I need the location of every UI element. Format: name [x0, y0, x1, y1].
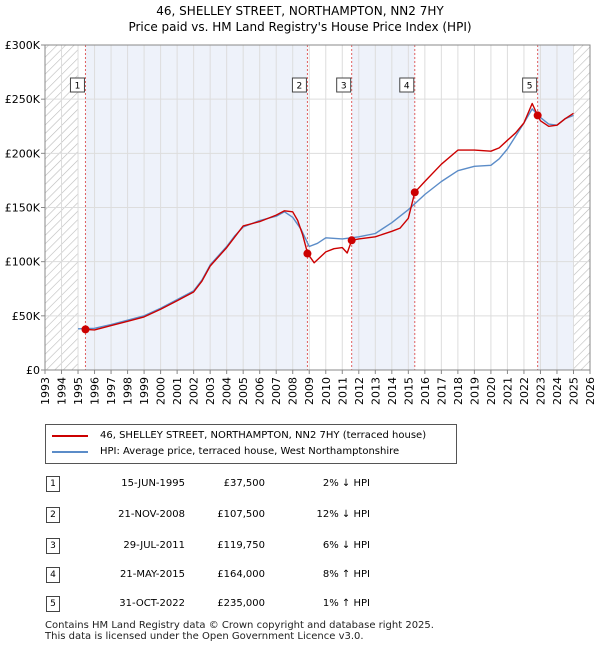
x-tick-label: 1996: [89, 377, 102, 405]
y-tick-label: £300K: [5, 39, 41, 52]
x-tick-label: 2001: [171, 377, 184, 405]
sale-label-box: [291, 77, 307, 93]
x-tick-label: 1995: [72, 377, 85, 405]
sale-price: £164,000: [217, 569, 265, 580]
sale-label-text: 4: [404, 82, 410, 92]
x-tick-label: 2021: [501, 377, 514, 405]
sale-label-text: 5: [527, 82, 533, 92]
x-tick-label: 1997: [105, 377, 118, 405]
sale-date: 29-JUL-2011: [123, 540, 185, 551]
sale-hpi-diff: 1% ↑ HPI: [322, 598, 370, 609]
x-tick-label: 1998: [122, 377, 135, 405]
sale-point: [81, 325, 90, 334]
y-tick-label: £0: [26, 364, 40, 377]
chart-subtitle: Price paid vs. HM Land Registry's House …: [128, 20, 472, 34]
sale-number: 2: [46, 507, 60, 523]
x-tick-label: 2019: [468, 377, 481, 405]
sale-point: [533, 111, 542, 120]
x-tick-label: 2018: [452, 377, 465, 405]
sale-date: 21-MAY-2015: [119, 569, 185, 580]
x-tick-label: 2020: [485, 377, 498, 405]
x-tick-label: 2025: [567, 377, 580, 405]
sale-point: [410, 188, 419, 197]
sale-price: £235,000: [217, 598, 265, 609]
y-tick-label: £250K: [5, 93, 41, 106]
sale-label-box: [522, 77, 538, 93]
x-tick-label: 2023: [534, 377, 547, 405]
sale-date: 31-OCT-2022: [119, 598, 185, 609]
table-row: 3 29-JUL-2011 £119,750 6% ↓ HPI: [0, 538, 600, 554]
sale-hpi-diff: 6% ↓ HPI: [322, 540, 370, 551]
chart-legend: 46, SHELLEY STREET, NORTHAMPTON, NN2 7HY…: [45, 424, 457, 464]
x-tick-label: 1999: [138, 377, 151, 405]
y-tick-label: £150K: [5, 202, 41, 215]
x-tick-label: 2017: [435, 377, 448, 405]
sale-price: £119,750: [217, 540, 265, 551]
sale-date: 21-NOV-2008: [118, 509, 185, 520]
chart-title: 46, SHELLEY STREET, NORTHAMPTON, NN2 7HY: [156, 4, 444, 18]
legend-item-hpi: HPI: Average price, terraced house, West…: [52, 445, 452, 459]
sale-point: [347, 236, 356, 245]
sale-number: 4: [46, 567, 60, 583]
x-tick-label: 2024: [551, 377, 564, 405]
sale-label-box: [69, 77, 85, 93]
x-tick-label: 2006: [254, 377, 267, 405]
x-tick-label: 2003: [204, 377, 217, 405]
chart-title-block: 46, SHELLEY STREET, NORTHAMPTON, NN2 7HY…: [0, 3, 600, 35]
table-row: 1 15-JUN-1995 £37,500 2% ↓ HPI: [0, 476, 600, 492]
x-tick-label: 2010: [320, 377, 333, 405]
x-tick-label: 2013: [369, 377, 382, 405]
x-tick-label: 2012: [353, 377, 366, 405]
x-tick-label: 1993: [39, 377, 52, 405]
legend-label-hpi: HPI: Average price, terraced house, West…: [100, 446, 400, 457]
x-tick-label: 2014: [386, 377, 399, 405]
x-tick-label: 2007: [270, 377, 283, 405]
x-tick-label: 2000: [155, 377, 168, 405]
x-tick-label: 2002: [188, 377, 201, 405]
sale-number: 3: [46, 538, 60, 554]
sale-label-text: 2: [297, 82, 303, 92]
footer-line-copyright: Contains HM Land Registry data © Crown c…: [45, 620, 434, 631]
sale-hpi-diff: 2% ↓ HPI: [322, 478, 370, 489]
legend-swatch-hpi: [52, 451, 88, 453]
footer-line-licence: This data is licensed under the Open Gov…: [45, 631, 364, 642]
sale-date: 15-JUN-1995: [121, 478, 185, 489]
series-line-property: [85, 102, 574, 331]
y-tick-label: £100K: [5, 256, 41, 269]
sale-label-box: [336, 77, 352, 93]
legend-label-property: 46, SHELLEY STREET, NORTHAMPTON, NN2 7HY…: [100, 430, 427, 441]
sale-price: £107,500: [217, 509, 265, 520]
sale-number: 5: [46, 596, 60, 612]
sale-price: £37,500: [223, 478, 265, 489]
x-tick-label: 2011: [336, 377, 349, 405]
x-tick-label: 2009: [303, 377, 316, 405]
sale-number: 1: [46, 476, 60, 492]
x-tick-label: 2005: [237, 377, 250, 405]
table-row: 5 31-OCT-2022 £235,000 1% ↑ HPI: [0, 596, 600, 612]
x-tick-label: 2016: [419, 377, 432, 405]
sale-label-text: 1: [75, 82, 81, 92]
sale-hpi-diff: 12% ↓ HPI: [316, 509, 370, 520]
legend-item-property: 46, SHELLEY STREET, NORTHAMPTON, NN2 7HY…: [52, 429, 452, 443]
footer-attribution: Contains HM Land Registry data © Crown c…: [45, 620, 434, 642]
y-tick-label: £200K: [5, 147, 41, 160]
series-line-hpi: [77, 108, 574, 330]
y-tick-label: £50K: [12, 310, 41, 323]
sale-hpi-diff: 8% ↑ HPI: [322, 569, 370, 580]
sale-label-box: [399, 77, 415, 93]
x-tick-label: 2022: [518, 377, 531, 405]
price-chart: 1 2 3 4 5 £0 £50K £100K £150K £200K £250K £300K 199…: [5, 39, 597, 405]
x-tick-label: 1994: [56, 377, 69, 405]
sale-point: [303, 249, 312, 258]
table-row: 4 21-MAY-2015 £164,000 8% ↑ HPI: [0, 567, 600, 583]
table-row: 2 21-NOV-2008 £107,500 12% ↓ HPI: [0, 507, 600, 523]
x-tick-label: 2015: [402, 377, 415, 405]
x-tick-label: 2026: [584, 377, 597, 405]
x-tick-label: 2004: [221, 377, 234, 405]
legend-swatch-property: [52, 435, 88, 437]
sale-label-text: 3: [341, 82, 347, 92]
x-tick-label: 2008: [287, 377, 300, 405]
